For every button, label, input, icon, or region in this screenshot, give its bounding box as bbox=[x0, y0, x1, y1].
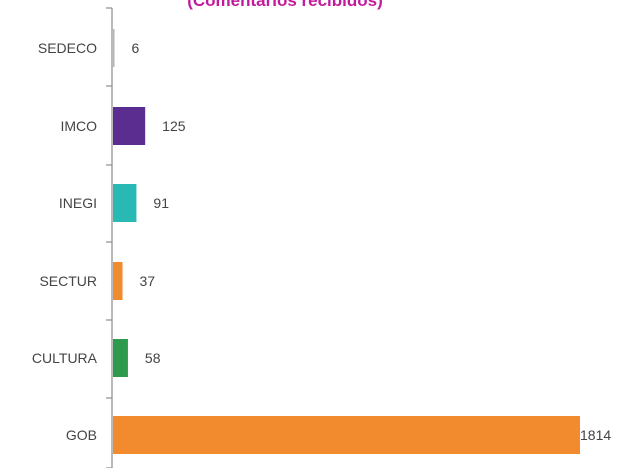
bar-sectur bbox=[113, 262, 123, 300]
bar-layer bbox=[113, 29, 580, 454]
category-label-imco: IMCO bbox=[60, 118, 97, 134]
category-label-inegi: INEGI bbox=[59, 195, 97, 211]
value-label-sedeco: 6 bbox=[132, 40, 140, 56]
axis-layer bbox=[106, 7, 113, 468]
bar-inegi bbox=[113, 184, 137, 222]
value-label-gob: 1814 bbox=[580, 427, 611, 443]
bar-imco bbox=[113, 107, 146, 145]
value-label-imco: 125 bbox=[162, 118, 186, 134]
category-label-sectur: SECTUR bbox=[39, 273, 97, 289]
value-label-sectur: 37 bbox=[140, 273, 156, 289]
bar-sedeco bbox=[113, 29, 115, 67]
bar-cultura bbox=[113, 339, 128, 377]
category-label-sedeco: SEDECO bbox=[38, 40, 97, 56]
chart-title: (Comentarios recibidos) bbox=[187, 0, 383, 10]
category-label-cultura: CULTURA bbox=[32, 350, 98, 366]
category-label-gob: GOB bbox=[66, 427, 97, 443]
value-label-cultura: 58 bbox=[145, 350, 161, 366]
value-label-inegi: 91 bbox=[153, 195, 169, 211]
label-layer: SEDECO 6 IMCO 125 INEGI 91 SECTUR 37 CULTURA 58 GO… bbox=[32, 40, 611, 443]
bar-gob bbox=[113, 416, 580, 454]
